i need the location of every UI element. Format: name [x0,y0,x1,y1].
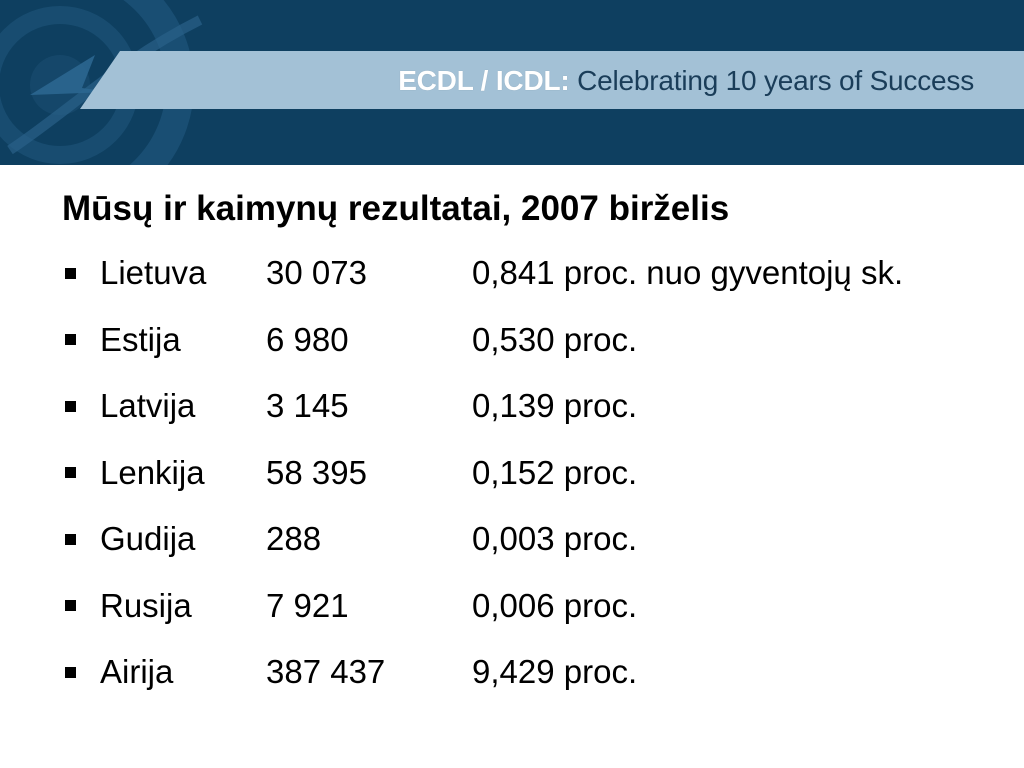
country-name: Estija [100,320,181,358]
list-item: Lenkija 58 395 0,152 proc. [62,440,1002,507]
certificate-count: 6 980 [266,320,349,358]
square-bullet-icon [65,334,76,346]
header-tagline: Celebrating 10 years of Success [577,65,974,96]
country-name: Gudija [100,520,196,558]
list-item: Estija 6 980 0,530 proc. [62,307,1002,374]
header-title: ECDL / ICDL: Celebrating 10 years of Suc… [398,64,974,98]
certificate-count: 288 [266,520,322,558]
list-item: Latvija 3 145 0,139 proc. [62,373,1002,440]
list-item: Gudija 288 0,003 proc. [62,506,1002,573]
header-banner: ECDL / ICDL: Celebrating 10 years of Suc… [0,0,1024,165]
list-item: Lietuva 30 073 0,841 proc. nuo gyventojų… [62,240,1002,307]
list-item: Airija 387 437 9,429 proc. [62,639,1002,706]
population-percent: 9,429 proc. [472,653,638,691]
population-percent: 0,841 proc. nuo gyventojų sk. [472,254,904,292]
country-name: Lietuva [100,254,207,292]
list-item: Rusija 7 921 0,006 proc. [62,573,1002,640]
square-bullet-icon [65,467,76,479]
square-bullet-icon [65,600,76,612]
results-list: Lietuva 30 073 0,841 proc. nuo gyventojų… [62,240,1002,706]
certificate-count: 58 395 [266,453,367,491]
header-title-strip [80,51,1024,109]
population-percent: 0,003 proc. [472,520,638,558]
country-name: Airija [100,653,174,691]
slide-heading: Mūsų ir kaimynų rezultatai, 2007 birželi… [62,189,730,228]
square-bullet-icon [65,400,76,412]
country-name: Lenkija [100,453,205,491]
country-name: Latvija [100,387,196,425]
population-percent: 0,006 proc. [472,586,638,624]
header-brand: ECDL / ICDL: [398,65,570,96]
population-percent: 0,530 proc. [472,320,638,358]
country-name: Rusija [100,586,192,624]
square-bullet-icon [65,666,76,678]
certificate-count: 7 921 [266,586,349,624]
population-percent: 0,152 proc. [472,453,638,491]
square-bullet-icon [65,533,76,545]
slide-content: Mūsų ir kaimynų rezultatai, 2007 birželi… [62,188,1002,706]
certificate-count: 3 145 [266,387,349,425]
population-percent: 0,139 proc. [472,387,638,425]
square-bullet-icon [65,267,76,279]
certificate-count: 387 437 [266,653,386,691]
certificate-count: 30 073 [266,254,367,292]
